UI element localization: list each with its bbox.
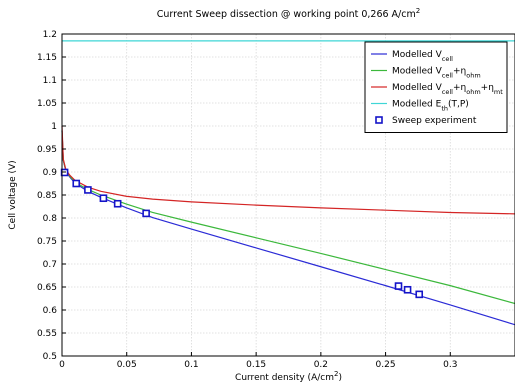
sweep-point (99, 194, 108, 203)
x-tick-label: 0.05 (117, 360, 137, 370)
sweep-point (84, 186, 92, 194)
y-tick-label: 1.2 (43, 30, 57, 40)
x-tick-label: 0 (59, 360, 65, 370)
y-tick-label: 0.85 (37, 191, 57, 201)
y-tick-label: 0.95 (37, 145, 57, 155)
y-tick-label: 0.8 (43, 214, 58, 224)
y-tick-label: 0.9 (43, 168, 58, 178)
legend-entry: Modelled Eth(T,P) (392, 100, 469, 113)
y-tick-label: 0.55 (37, 329, 57, 339)
y-tick-label: 1.15 (37, 53, 57, 63)
sweep-point (403, 285, 412, 294)
sweep-point (415, 290, 424, 299)
y-tick-label: 0.65 (37, 283, 57, 293)
legend-entry: Modelled Vcell+ηohm+ηmt (392, 83, 503, 96)
sweep-point (394, 282, 403, 290)
chart-title: Current Sweep dissection @ working point… (157, 7, 420, 20)
y-tick-label: 1.1 (43, 76, 57, 86)
x-tick-label: 0.3 (443, 360, 457, 370)
x-axis-label: Current density (A/cm2) (235, 370, 342, 383)
y-axis-label: Cell voltage (V) (8, 160, 18, 229)
legend-entry: Modelled Vcell (392, 50, 453, 63)
x-tick-label: 0.1 (184, 360, 198, 370)
y-tick-label: 1 (51, 122, 57, 132)
grid (61, 33, 515, 357)
y-tick-label: 0.7 (43, 260, 57, 270)
sweep-point (142, 209, 150, 218)
y-tick-label: 0.6 (43, 306, 58, 316)
legend-box (364, 41, 508, 133)
series-line-1 (61, 130, 515, 305)
legend: Modelled Vcell Modelled Vcell+ηohm Modelle… (364, 41, 508, 133)
sweep-point (72, 179, 81, 188)
ticks: 0 0.05 0.1 0.15 0.2 0.25 0.3 0.5 0.55 0.6 0.65 0.7 0… (37, 30, 457, 370)
x-tick-label: 0.15 (246, 360, 266, 370)
y-tick-label: 0.5 (43, 352, 57, 362)
y-tick-label: 0.75 (37, 237, 57, 247)
legend-entry: Sweep experiment (392, 116, 477, 126)
series-line-0 (61, 130, 515, 326)
series-line-2 (61, 125, 515, 215)
x-tick-label: 0.2 (314, 360, 328, 370)
legend-swatch (375, 116, 383, 124)
legend-entry: Modelled Vcell+ηohm (392, 67, 481, 80)
x-tick-label: 0.25 (376, 360, 396, 370)
series-layer (60, 40, 515, 326)
y-tick-label: 1.05 (37, 99, 57, 109)
sweep-point (113, 199, 122, 208)
